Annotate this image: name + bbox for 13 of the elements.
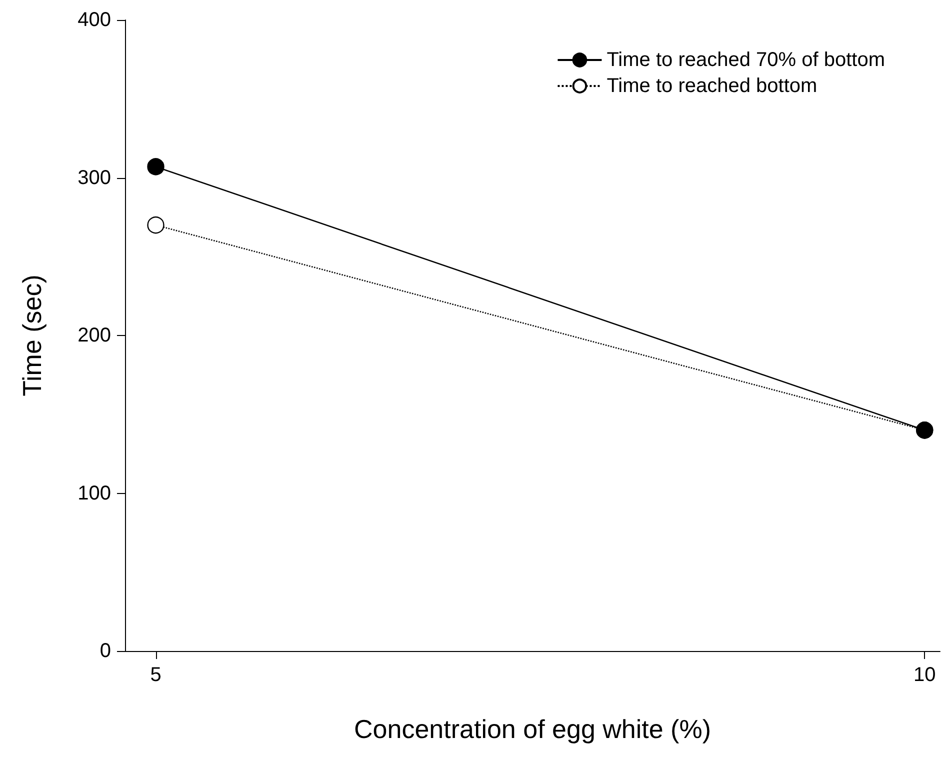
point bbox=[147, 158, 164, 176]
y-tick-label: 400 bbox=[78, 9, 111, 31]
y-tick-label: 300 bbox=[78, 166, 111, 189]
legend-label: Time to reached 70% of bottom bbox=[606, 49, 886, 71]
x-tick-label: 10 bbox=[914, 664, 936, 686]
point bbox=[147, 216, 164, 234]
x-axis-title: Concentration of egg white (%) bbox=[354, 714, 711, 744]
x-tick-label: 5 bbox=[150, 664, 162, 686]
y-tick-label: 0 bbox=[100, 640, 111, 662]
y-tick-label: 100 bbox=[78, 482, 111, 504]
y-tick-label: 200 bbox=[78, 324, 111, 346]
legend-label: Time to reached bottom bbox=[606, 75, 818, 97]
y-axis-title: Time (sec) bbox=[17, 274, 47, 396]
